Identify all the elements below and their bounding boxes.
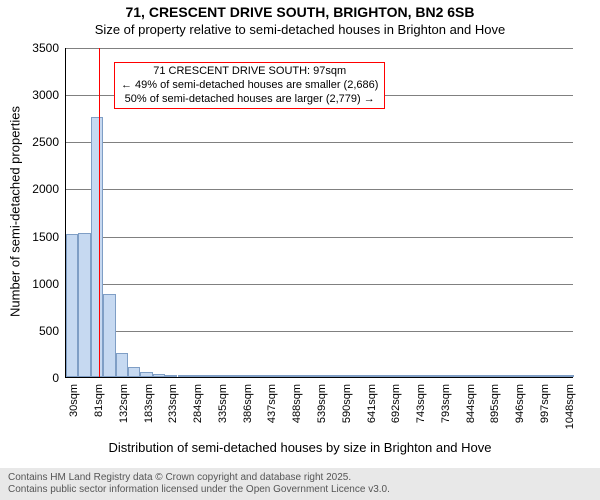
histogram-bar: [165, 375, 177, 377]
x-tick-label: 1048sqm: [564, 384, 576, 444]
grid-line: [66, 237, 573, 238]
histogram-bar: [500, 375, 512, 377]
x-tick-label: 793sqm: [440, 384, 452, 444]
histogram-bar: [239, 375, 251, 377]
histogram-bar: [116, 353, 128, 377]
x-tick-label: 590sqm: [341, 384, 353, 444]
chart-container: 71, CRESCENT DRIVE SOUTH, BRIGHTON, BN2 …: [0, 0, 600, 500]
histogram-bar: [264, 375, 276, 377]
y-tick-label: 1000: [9, 277, 59, 291]
chart-subtitle: Size of property relative to semi-detach…: [0, 22, 600, 37]
x-tick-label: 844sqm: [465, 384, 477, 444]
x-tick-label: 488sqm: [291, 384, 303, 444]
histogram-bar: [524, 375, 536, 377]
x-tick-label: 386sqm: [242, 384, 254, 444]
x-tick-label: 335sqm: [217, 384, 229, 444]
histogram-bar: [128, 367, 140, 377]
histogram-bar: [190, 375, 202, 377]
histogram-bar: [562, 375, 574, 377]
x-tick-label: 437sqm: [266, 384, 278, 444]
histogram-bar: [537, 375, 549, 377]
callout-line3: 50% of semi-detached houses are larger (…: [121, 93, 378, 107]
histogram-bar: [202, 375, 214, 377]
x-tick-label: 81sqm: [93, 384, 105, 444]
histogram-bar: [103, 294, 115, 377]
histogram-bar: [512, 375, 524, 377]
histogram-bar: [425, 375, 437, 377]
histogram-bar: [450, 375, 462, 377]
property-marker-line: [99, 48, 100, 377]
histogram-bar: [314, 375, 326, 377]
x-tick-label: 997sqm: [539, 384, 551, 444]
histogram-bar: [91, 117, 103, 377]
x-tick-label: 183sqm: [143, 384, 155, 444]
histogram-bar: [153, 374, 165, 377]
histogram-bar: [351, 375, 363, 377]
callout-box: 71 CRESCENT DRIVE SOUTH: 97sqm← 49% of s…: [114, 62, 385, 109]
histogram-bar: [339, 375, 351, 377]
callout-line2: ← 49% of semi-detached houses are smalle…: [121, 79, 378, 93]
histogram-bar: [549, 375, 561, 377]
histogram-bar: [376, 375, 388, 377]
histogram-bar: [475, 375, 487, 377]
histogram-bar: [413, 375, 425, 377]
plot-area: 71 CRESCENT DRIVE SOUTH: 97sqm← 49% of s…: [65, 48, 573, 378]
histogram-bar: [277, 375, 289, 377]
footer-attribution: Contains HM Land Registry data © Crown c…: [0, 468, 600, 500]
histogram-bar: [66, 234, 78, 377]
x-tick-label: 692sqm: [390, 384, 402, 444]
histogram-bar: [78, 233, 90, 377]
histogram-bar: [326, 375, 338, 377]
y-tick-label: 500: [9, 324, 59, 338]
grid-line: [66, 331, 573, 332]
x-tick-label: 946sqm: [514, 384, 526, 444]
histogram-bar: [438, 375, 450, 377]
histogram-bar: [487, 375, 499, 377]
histogram-bar: [401, 375, 413, 377]
y-tick-label: 3000: [9, 88, 59, 102]
y-tick-label: 1500: [9, 230, 59, 244]
chart-title: 71, CRESCENT DRIVE SOUTH, BRIGHTON, BN2 …: [0, 4, 600, 20]
grid-line: [66, 284, 573, 285]
y-tick-label: 2500: [9, 135, 59, 149]
histogram-bar: [215, 375, 227, 377]
x-tick-label: 641sqm: [366, 384, 378, 444]
histogram-bar: [363, 375, 375, 377]
histogram-bar: [301, 375, 313, 377]
x-tick-label: 132sqm: [118, 384, 130, 444]
histogram-bar: [178, 375, 190, 377]
histogram-bar: [289, 375, 301, 377]
callout-line1: 71 CRESCENT DRIVE SOUTH: 97sqm: [121, 65, 378, 79]
x-tick-label: 233sqm: [167, 384, 179, 444]
x-tick-label: 30sqm: [68, 384, 80, 444]
x-tick-label: 743sqm: [415, 384, 427, 444]
x-tick-label: 284sqm: [192, 384, 204, 444]
grid-line: [66, 48, 573, 49]
footer-line2: Contains public sector information licen…: [8, 484, 592, 496]
histogram-bar: [140, 372, 152, 377]
y-tick-label: 3500: [9, 41, 59, 55]
y-tick-label: 0: [9, 371, 59, 385]
x-tick-label: 539sqm: [316, 384, 328, 444]
grid-line: [66, 142, 573, 143]
y-tick-label: 2000: [9, 182, 59, 196]
x-tick-label: 895sqm: [489, 384, 501, 444]
histogram-bar: [388, 375, 400, 377]
footer-line1: Contains HM Land Registry data © Crown c…: [8, 472, 592, 484]
histogram-bar: [227, 375, 239, 377]
histogram-bar: [462, 375, 474, 377]
histogram-bar: [252, 375, 264, 377]
grid-line: [66, 189, 573, 190]
